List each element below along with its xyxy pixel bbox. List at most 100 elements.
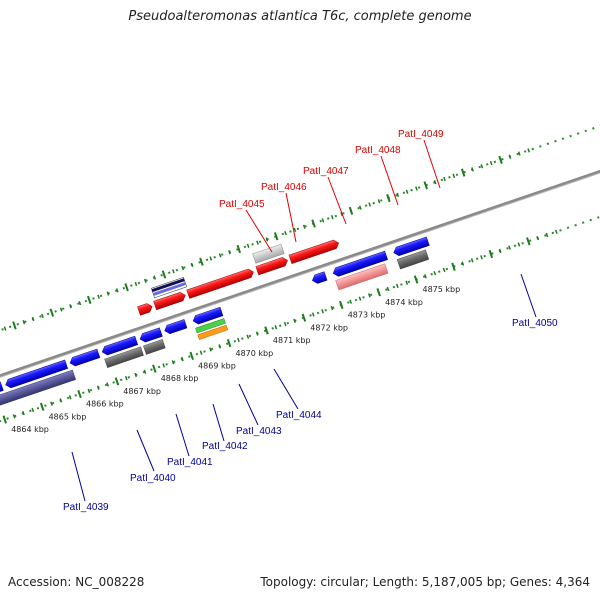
scale-tick [358,296,362,301]
scale-tick [153,275,157,280]
scale-tick [330,215,334,220]
gene-reverse[interactable] [0,381,4,395]
scale-tick [59,307,63,312]
scale-tick [424,274,427,279]
scale-tick [237,337,240,343]
scale-tick [161,270,167,279]
outer-dotted-track [0,73,600,398]
scale-tick [368,202,372,207]
scale-tick [124,376,128,381]
feature-orange[interactable] [197,324,229,340]
gene-reverse-edge[interactable] [392,236,430,257]
scale-tick [78,300,82,306]
gene-patI-4049[interactable] [288,239,340,265]
scale-tick [22,320,26,325]
feature-purple[interactable] [0,369,76,416]
scale-tick [415,186,418,191]
scale-tick [255,331,259,336]
tick-label: 4865 kbp [49,412,87,421]
tick-label: 4870 kbp [236,349,274,358]
scale-tick [488,249,494,259]
scale-tick [367,293,371,298]
label-patI-4040: PatI_4040 [130,473,176,484]
scale-tick [442,267,446,273]
scale-tick [274,325,278,330]
scale-tick [106,382,109,387]
tick-label: 4866 kbp [86,400,124,409]
gene-patI-4044[interactable] [192,306,224,325]
label-patI-4049: PatI_4049 [398,129,444,140]
scale-tick [190,262,194,268]
scale-tick [171,360,175,365]
reverse-gene-labels: PatI_4039 PatI_4040 PatI_4041 PatI_4042 … [63,318,558,513]
tick-label: 4873 kbp [348,311,386,320]
gene-patI-4042[interactable] [139,327,163,344]
scale-tick [12,321,17,330]
gene-patI-4040[interactable] [69,348,101,367]
scale-tick [39,402,45,411]
genome-backbone [0,113,600,439]
scale-tick [461,261,465,266]
feature-gray-edge[interactable] [396,249,430,270]
label-patI-4047: PatI_4047 [303,166,349,177]
scale-tick [12,414,16,419]
gene-patI-4047[interactable] [186,268,255,299]
tick-label: 4868 kbp [161,374,199,383]
feature-gray-1[interactable] [104,346,144,368]
label-leaders [71,139,537,502]
scale-tick [405,189,409,194]
scale-tick [443,176,446,182]
scale-tick [228,250,231,255]
scale-tick [311,219,316,228]
scale-tick [339,300,344,310]
label-patI-4046: PatI_4046 [261,182,307,193]
scale-tick [470,258,474,263]
scale-tick [86,295,92,305]
scale-tick [293,318,296,324]
tick-label: 4872 kbp [310,323,348,332]
scale-tick [114,377,120,386]
gene-patI-4043[interactable] [163,319,188,335]
feature-green[interactable] [195,318,226,334]
scale-tick [209,347,212,352]
scale-tick [2,415,8,424]
scale-tick [480,255,483,260]
scale-tick [498,248,502,253]
scale-tick [433,180,437,185]
genome-title: Pseudoalteromonas atlantica T6c, complet… [128,9,472,24]
gene-patI-4045[interactable] [153,291,187,311]
gene-patI-4048[interactable] [255,256,289,276]
scale-tick [433,270,437,276]
scale-tick [301,313,307,322]
scale-tick [413,275,419,284]
scale-tick [273,232,279,241]
gene-patI-4039[interactable] [4,359,69,389]
gene-forward[interactable] [137,302,153,316]
scale-tick [189,351,194,360]
gene-small-reverse[interactable] [311,271,328,285]
scale-tick [376,288,381,297]
scale-tick [527,148,530,153]
gene-patI-4041[interactable] [101,335,139,356]
scale-tick [452,173,456,178]
scale-tick [330,306,334,311]
scale-tick [423,181,428,190]
scale-tick [143,278,147,283]
scale-tick [96,385,100,390]
feature-gray-2[interactable] [143,339,166,355]
scale-tick [97,294,100,299]
scale-tick [377,199,381,204]
scale-tick [517,242,521,247]
scale-tick [321,309,324,314]
scale-tick [498,155,503,165]
scale-tick [554,229,558,234]
scale-tick [321,218,325,223]
forward-gene-labels: PatI_4045 PatI_4046 PatI_4047 PatI_4048 … [219,129,444,210]
feature-pink[interactable] [335,263,389,291]
gene-patI-4048-feature[interactable] [252,243,285,264]
label-patI-4044: PatI_4044 [276,410,322,421]
scale-tick [31,407,35,413]
scale-tick [77,389,82,399]
gene-patI-4050[interactable] [332,250,388,278]
